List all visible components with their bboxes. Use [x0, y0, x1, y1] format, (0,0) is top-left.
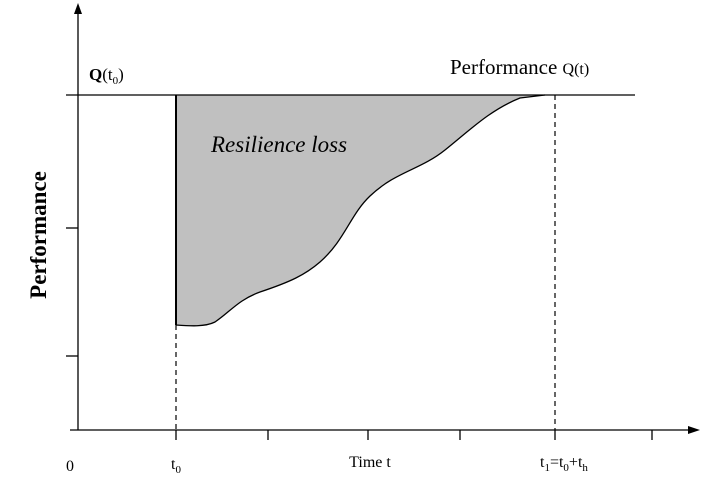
x-axis-title: Time t: [349, 454, 391, 471]
label-part: t: [540, 454, 545, 471]
origin-label: 0: [66, 458, 74, 475]
label-part: t: [171, 456, 176, 473]
label-part: Performance: [450, 55, 563, 79]
label-part: +t: [569, 454, 583, 471]
x-ticks: [175, 430, 653, 440]
label-part: h: [582, 462, 588, 474]
y-ticks: [66, 227, 78, 357]
y-axis-label: Performance: [26, 171, 51, 299]
curve-label: Performance Q(t): [450, 55, 589, 79]
label-part: (t: [102, 65, 113, 84]
label-part: 1: [544, 462, 550, 474]
resilience-area: [176, 95, 545, 326]
label-part: Q: [89, 65, 102, 84]
recovery-curve: [175, 94, 546, 327]
label-part: 0: [563, 462, 569, 474]
y-axis-arrow: [74, 3, 82, 14]
area-label: Resilience loss: [210, 132, 347, 157]
initial-level-label: Q(t0): [89, 65, 124, 87]
label-part: 0: [175, 464, 181, 476]
x-axis-arrow: [688, 426, 700, 434]
label-part: 0: [113, 75, 119, 87]
label-part: ): [118, 65, 124, 84]
t0-label: t0: [171, 456, 181, 476]
label-part: =t: [550, 454, 564, 471]
t1-label: t1=t0+th: [540, 454, 588, 474]
label-part: Q(t): [563, 61, 590, 78]
